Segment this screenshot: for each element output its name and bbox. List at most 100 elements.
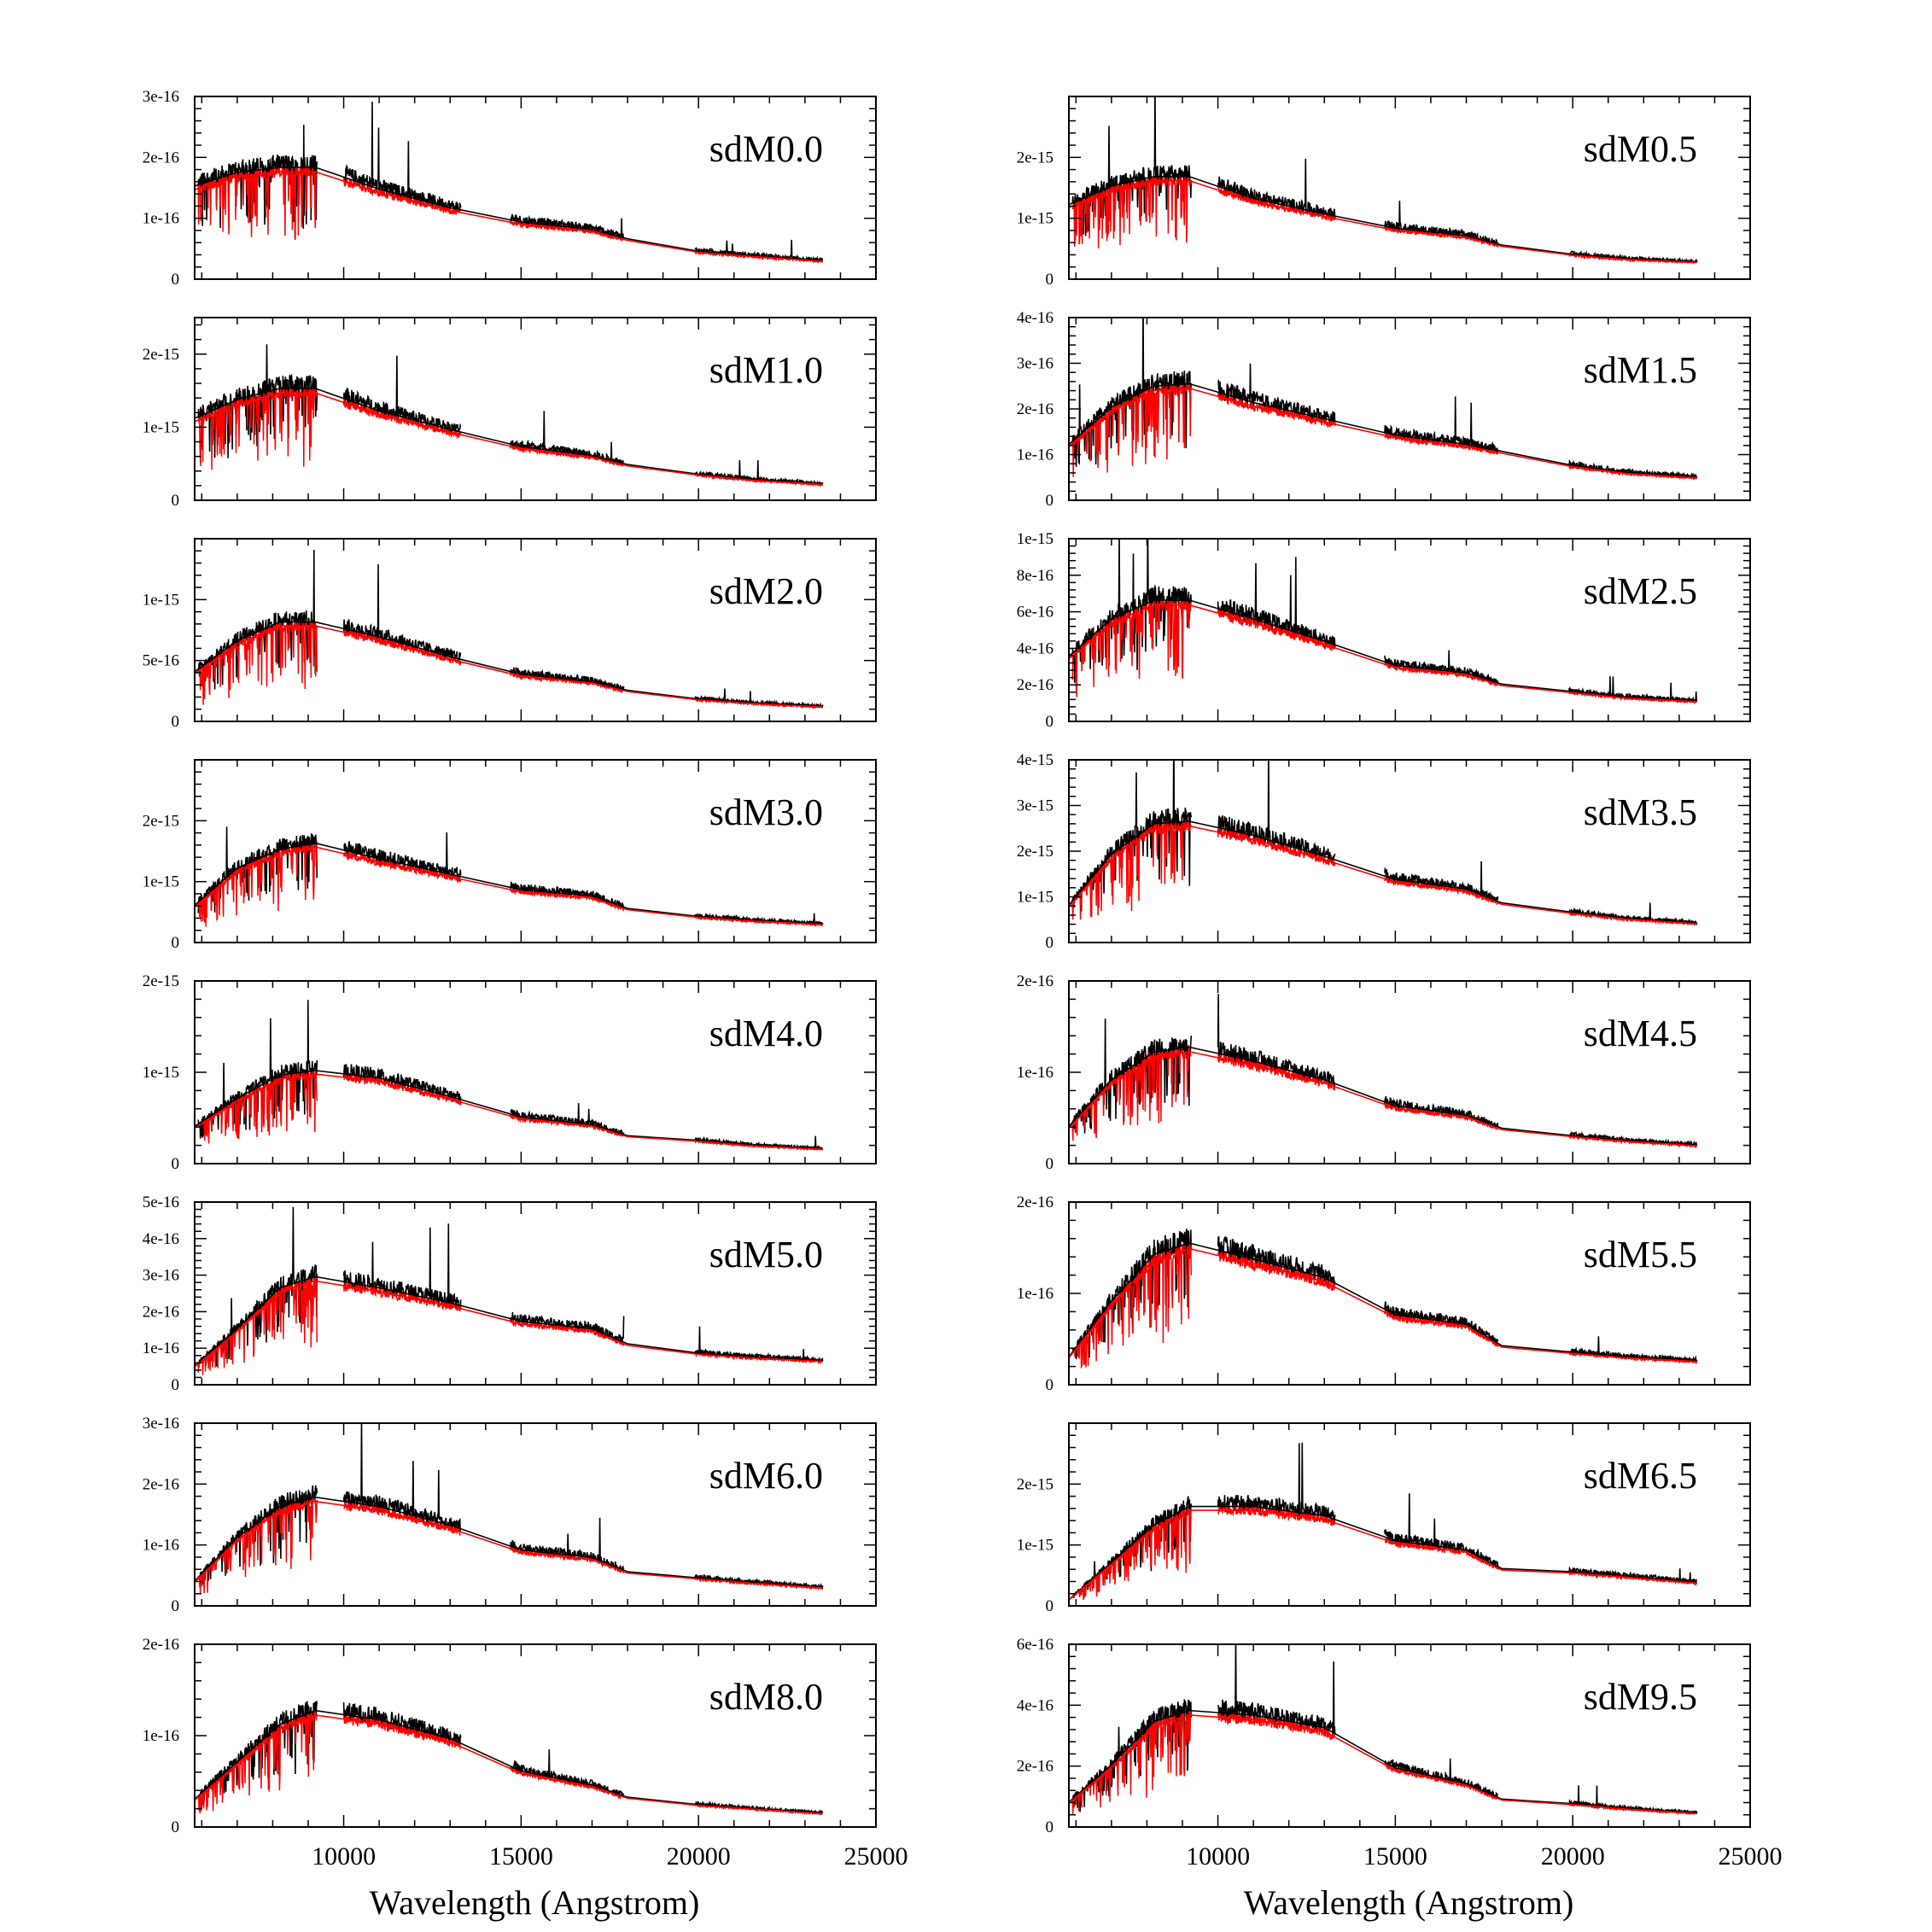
y-tick-label: 1e-16 [143, 1340, 179, 1357]
model-connector [1069, 604, 1697, 703]
y-tick-label: 2e-16 [1017, 1194, 1054, 1211]
y-tick-label: 1e-15 [143, 1064, 179, 1082]
panel-sdM0-0: 0 1e-16 2e-16 3e-16 sdM0.0 [143, 88, 877, 289]
spectral-type-label: sdM2.5 [1584, 570, 1697, 612]
y-tick-label: 2e-16 [1017, 676, 1054, 694]
y-tick-label: 1e-15 [143, 591, 179, 609]
panel-sdM3-0: 0 1e-15 2e-15 sdM3.0 [143, 759, 877, 952]
y-tick-label: 2e-15 [143, 972, 179, 990]
y-tick-label: 2e-16 [143, 149, 179, 166]
panel-frame [1068, 1422, 1751, 1607]
y-tick-label: 2e-16 [1017, 972, 1054, 990]
y-tick-label: 1e-16 [143, 1727, 179, 1745]
spectral-type-label: sdM6.0 [709, 1455, 823, 1497]
y-tick-label: 4e-15 [1017, 751, 1054, 769]
model-spectrum [1071, 820, 1698, 925]
panel-sdM6-5: 0 1e-15 2e-15 sdM6.5 [1017, 1422, 1751, 1615]
x-axis-label-left: Wavelength (Angstrom) [370, 1883, 700, 1922]
y-tick-label: 2e-16 [1017, 400, 1054, 418]
observed-connector [195, 1496, 823, 1588]
panel-frame [194, 538, 877, 722]
y-tick-label: 4e-16 [143, 1230, 179, 1248]
panel-sdM2-0: 0 5e-16 1e-15 sdM2.0 [143, 538, 877, 731]
spectral-type-label: sdM6.5 [1584, 1455, 1697, 1497]
model-spectrum [197, 1275, 824, 1375]
y-tick-label: 1e-16 [143, 210, 179, 228]
spectral-type-label: sdM4.5 [1584, 1013, 1697, 1054]
y-tick-label: 1e-16 [1017, 447, 1054, 464]
model-connector [1069, 388, 1697, 479]
y-tick-label: 2e-15 [1017, 149, 1054, 166]
y-tick-label: 0 [172, 934, 180, 952]
y-tick-label: 0 [1046, 713, 1054, 731]
observed-connector [195, 621, 823, 708]
panel-sdM8-0: 0 1e-16 2e-16 sdM8.0 10000 15000 20000 25000 [143, 1636, 908, 1871]
model-spectrum [197, 843, 823, 927]
observed-connector [1069, 599, 1697, 702]
y-tick-label: 1e-15 [1017, 1537, 1054, 1555]
observed-spectrum [197, 826, 824, 927]
observed-connector [195, 388, 823, 485]
observed-connector [195, 1070, 823, 1150]
model-connector [195, 1500, 823, 1589]
model-spectrum [197, 165, 823, 264]
y-tick-label: 3e-16 [143, 1415, 179, 1433]
panel-frame [1068, 538, 1751, 722]
x-tick-label: 15000 [489, 1842, 553, 1871]
y-tick-label: 0 [1046, 1597, 1054, 1615]
y-tick-label: 2e-16 [143, 1475, 179, 1493]
observed-connector [195, 1709, 823, 1814]
observed-connector [1069, 1709, 1697, 1814]
observed-spectrum [197, 1206, 824, 1368]
y-tick-label: 2e-15 [1017, 1475, 1054, 1493]
y-tick-label: 2e-15 [143, 346, 179, 364]
observed-spectrum [197, 1701, 823, 1816]
y-tick-label: 1e-15 [143, 873, 179, 891]
observed-connector [1069, 1046, 1697, 1146]
y-tick-label: 1e-15 [1017, 889, 1054, 907]
y-tick-label: 3e-16 [1017, 355, 1054, 373]
model-connector [1069, 1247, 1697, 1363]
spectral-type-label: sdM0.5 [1584, 128, 1697, 170]
panel-frame [194, 96, 877, 280]
y-tick-label: 5e-16 [143, 1194, 179, 1211]
panel-frame [194, 1201, 877, 1386]
x-axis-label-right: Wavelength (Angstrom) [1244, 1883, 1574, 1922]
observed-connector [195, 1275, 823, 1367]
x-tick-label: 20000 [667, 1842, 731, 1871]
model-connector [195, 625, 823, 708]
y-tick-label: 2e-15 [143, 812, 179, 830]
y-tick-label: 2e-16 [143, 1303, 179, 1321]
y-tick-label: 0 [1046, 934, 1054, 952]
panel-sdM4-5: 0 1e-16 2e-16 sdM4.5 [1017, 972, 1751, 1173]
y-tick-label: 0 [1046, 1376, 1054, 1394]
y-tick-label: 0 [1046, 492, 1054, 510]
model-connector [1069, 825, 1697, 925]
panel-sdM2-5: 0 2e-16 4e-16 6e-16 8e-16 1e-15 sdM2.5 [1017, 530, 1751, 731]
y-tick-label: 0 [172, 1376, 180, 1394]
model-connector [1069, 179, 1697, 264]
panel-frame [194, 759, 877, 943]
y-tick-label: 0 [172, 271, 180, 289]
observed-spectrum [197, 549, 824, 709]
x-tick-label: 10000 [1186, 1842, 1250, 1871]
panel-sdM0-5: 0 1e-15 2e-15 sdM0.5 [1017, 96, 1751, 289]
x-tick-label: 25000 [1719, 1842, 1783, 1871]
spectral-type-label: sdM0.0 [709, 128, 823, 170]
observed-connector [1069, 1505, 1697, 1601]
model-connector [195, 1714, 823, 1815]
y-tick-label: 2e-16 [143, 1636, 179, 1654]
panel-sdM1-5: 0 1e-16 2e-16 3e-16 4e-16 sdM1.5 [1017, 309, 1751, 510]
y-tick-label: 1e-16 [1017, 1064, 1054, 1082]
x-tick-label: 20000 [1541, 1842, 1605, 1871]
panel-frame [194, 1422, 877, 1607]
observed-connector [1069, 1242, 1697, 1362]
panel-grid: 0 1e-16 2e-16 3e-16 sdM0.0 0 1e-15 2e-15 sdM0.5 0… [143, 88, 1783, 1871]
y-tick-label: 6e-16 [1017, 604, 1054, 622]
y-tick-label: 1e-16 [1017, 1285, 1054, 1303]
model-connector [195, 846, 823, 925]
panel-frame [1068, 96, 1751, 280]
y-tick-label: 0 [172, 1818, 180, 1836]
spectral-type-label: sdM8.0 [709, 1676, 823, 1718]
y-tick-label: 1e-15 [1017, 210, 1054, 228]
